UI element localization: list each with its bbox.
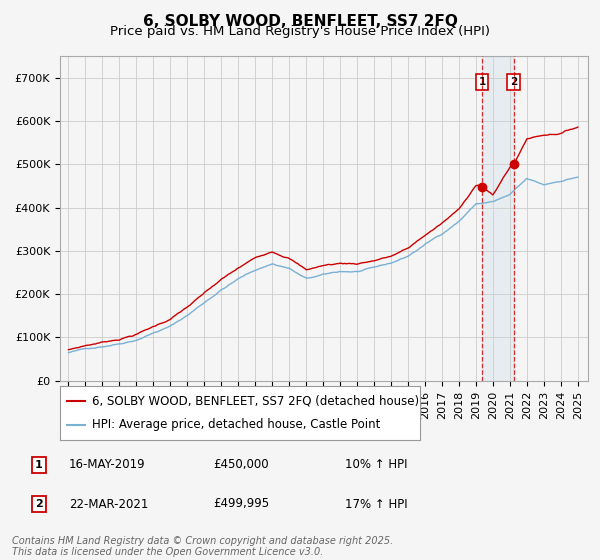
Text: Price paid vs. HM Land Registry's House Price Index (HPI): Price paid vs. HM Land Registry's House … [110,25,490,38]
Text: 6, SOLBY WOOD, BENFLEET, SS7 2FQ: 6, SOLBY WOOD, BENFLEET, SS7 2FQ [143,14,457,29]
Text: 2: 2 [35,499,43,509]
Text: 10% ↑ HPI: 10% ↑ HPI [345,458,407,472]
Text: 6, SOLBY WOOD, BENFLEET, SS7 2FQ (detached house): 6, SOLBY WOOD, BENFLEET, SS7 2FQ (detach… [92,395,419,408]
Text: £499,995: £499,995 [213,497,269,511]
Text: 2: 2 [510,77,517,87]
Text: 1: 1 [479,77,486,87]
Text: 17% ↑ HPI: 17% ↑ HPI [345,497,407,511]
Text: Contains HM Land Registry data © Crown copyright and database right 2025.
This d: Contains HM Land Registry data © Crown c… [12,535,393,557]
Text: £450,000: £450,000 [213,458,269,472]
Text: HPI: Average price, detached house, Castle Point: HPI: Average price, detached house, Cast… [92,418,381,431]
Bar [482,56,514,381]
Text: 1: 1 [35,460,43,470]
Text: 22-MAR-2021: 22-MAR-2021 [69,497,148,511]
Text: 16-MAY-2019: 16-MAY-2019 [69,458,146,472]
